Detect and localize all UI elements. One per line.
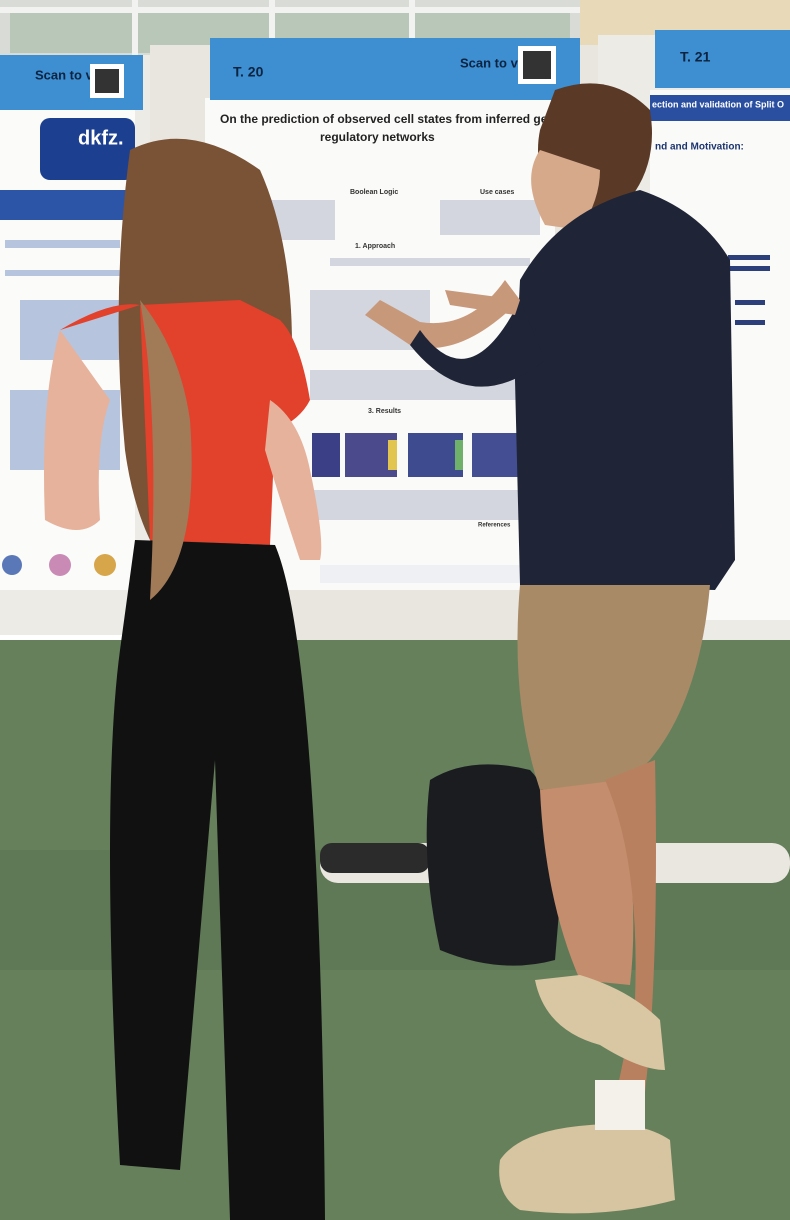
man-leg: [540, 780, 634, 985]
man-shorts: [517, 585, 710, 790]
poster-title: ection and validation of Split O: [652, 99, 784, 109]
sign-number: T. 21: [680, 49, 711, 65]
tube-cap: [320, 843, 430, 873]
qr-pattern: [523, 51, 551, 79]
man-sock: [595, 1080, 645, 1130]
logo-box: [40, 118, 135, 180]
poster-heading: Use cases: [480, 189, 514, 196]
man-face: [531, 150, 600, 230]
man-arm: [365, 280, 520, 348]
poster-logo: dkfz.: [78, 127, 124, 149]
poster-bars: [728, 255, 770, 325]
backpack: [426, 764, 560, 966]
man-shoe: [535, 975, 665, 1070]
sign: [655, 30, 790, 88]
poster-text-blocks: [265, 200, 540, 520]
man-sleeve: [410, 300, 545, 387]
poster-heading: References: [478, 523, 511, 529]
poster-heading: nd and Motivation:: [655, 142, 744, 153]
poster-images: [2, 554, 116, 576]
logos-strip: [320, 565, 550, 583]
man-shirt: [515, 190, 735, 590]
sign-number: T. 20: [233, 64, 264, 80]
poster-heading: Boolean Logic: [350, 189, 398, 196]
poster-heading: 3. Results: [368, 408, 401, 415]
man-hand: [445, 290, 520, 315]
hair-highlight: [140, 300, 192, 600]
poster-heading: 1. Approach: [355, 243, 395, 250]
poster-title: regulatory networks: [320, 130, 435, 144]
qr-pattern: [95, 69, 119, 93]
woman-arm: [265, 400, 322, 560]
poster-title: On the prediction of observed cell state…: [220, 112, 548, 126]
woman-pants: [110, 540, 325, 1220]
poster-band: [0, 190, 128, 220]
man-shoe: [499, 1124, 675, 1214]
poster-banner: [650, 95, 790, 121]
woman-arm: [44, 330, 110, 530]
